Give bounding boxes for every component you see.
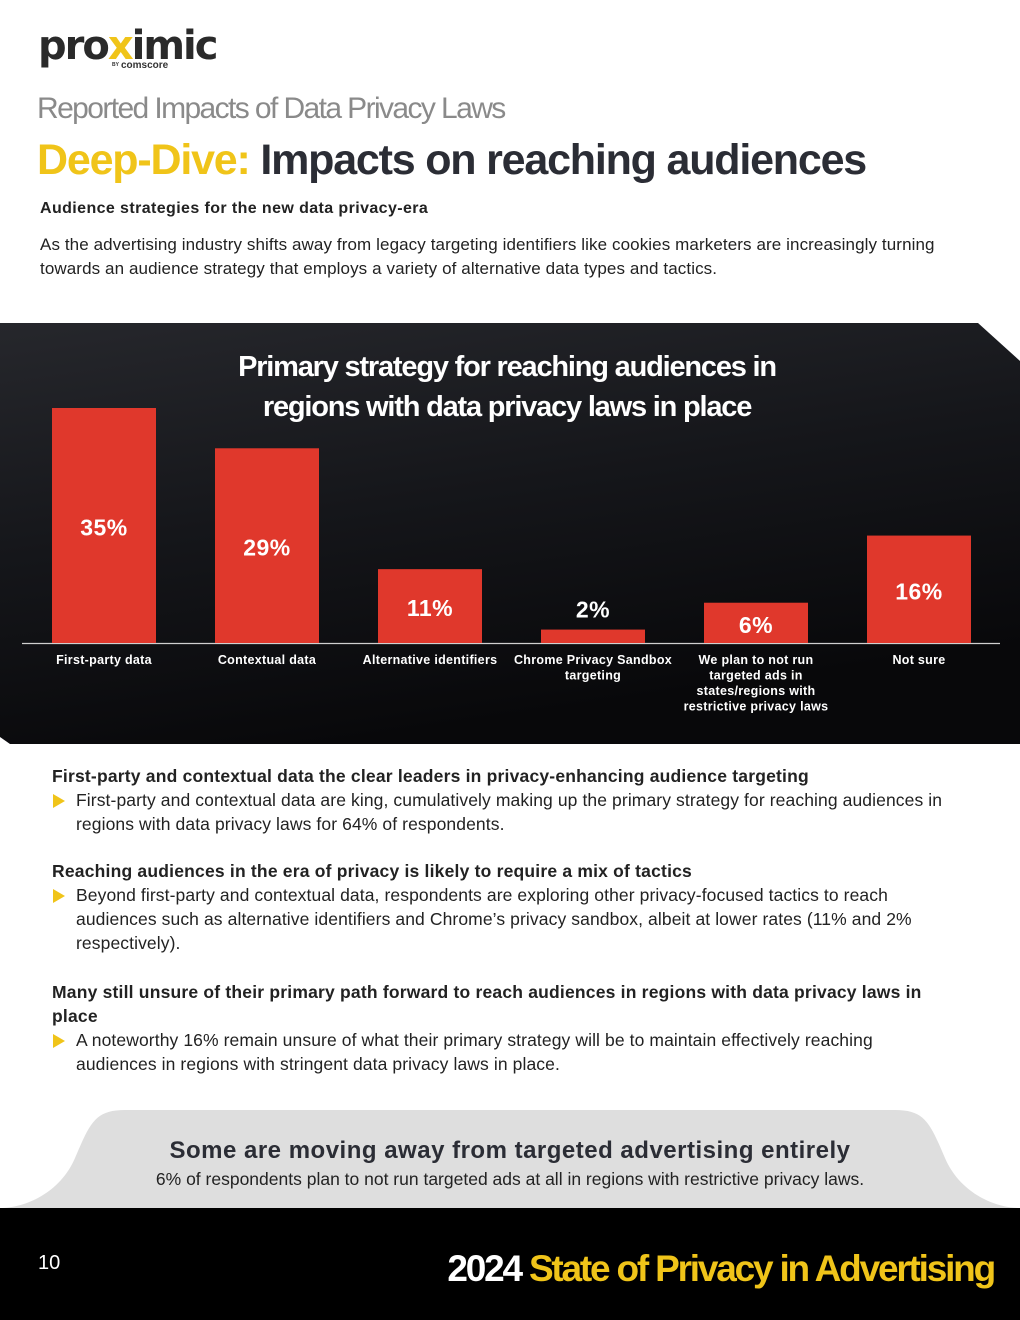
bar-value-label: 6% — [739, 612, 773, 638]
finding-bullet-text: A noteworthy 16% remain unsure of what t… — [76, 1030, 873, 1074]
logo-comscore: BY comscore — [112, 60, 169, 71]
category-label: Alternative identifiers — [363, 653, 498, 667]
footer — [0, 1208, 1020, 1320]
intro-heading: Audience strategies for the new data pri… — [40, 200, 429, 217]
category-label: targeted ads in — [709, 669, 802, 683]
bar-value-label: 2% — [576, 597, 610, 623]
bar-value-label: 11% — [407, 595, 453, 621]
finding-2: Reaching audiences in the era of privacy… — [52, 859, 952, 955]
finding-bullet-text: First-party and contextual data are king… — [76, 790, 943, 834]
bar-value-label: 16% — [895, 578, 943, 604]
chart-title: Primary strategy for reaching audiences … — [0, 347, 1014, 427]
category-label: states/regions with — [697, 684, 816, 698]
logo-wordmark: proximic — [38, 23, 218, 69]
finding-heading: Reaching audiences in the era of privacy… — [52, 861, 692, 881]
finding-3: Many still unsure of their primary path … — [52, 980, 952, 1076]
bullet-triangle-icon — [53, 1034, 65, 1048]
chart-title-line-2: regions with data privacy laws in place — [262, 391, 752, 423]
finding-bullet-text: Beyond first-party and contextual data, … — [76, 885, 912, 953]
callout-text: 6% of respondents plan to not run target… — [155, 1169, 865, 1189]
page-title: Deep-Dive: Impacts on reaching audiences — [37, 136, 867, 185]
bar — [378, 569, 482, 643]
category-label: Not sure — [892, 653, 945, 667]
report-title-name: State of Privacy in Advertising — [520, 1248, 996, 1289]
bar — [867, 535, 971, 643]
bullet-triangle-icon — [53, 794, 65, 808]
title-highlight: Deep-Dive: — [37, 136, 251, 184]
bar-value-label: 35% — [80, 515, 128, 541]
bar-chart: 35% First-party data 29% Contextual data 11%… — [22, 408, 1000, 714]
bar — [541, 629, 645, 643]
page-number: 10 — [38, 1252, 61, 1274]
report-title-year: 2024 — [447, 1248, 523, 1289]
category-label: We plan to not run — [699, 653, 814, 667]
bar-value-label: 29% — [243, 535, 291, 561]
report-title: 2024 State of Privacy in Advertising — [447, 1248, 996, 1290]
category-label: First-party data — [56, 653, 153, 667]
bar — [704, 602, 808, 643]
category-label: Contextual data — [218, 653, 317, 667]
finding-bullet: Beyond first-party and contextual data, … — [52, 883, 952, 955]
callout-heading: Some are moving away from targeted adver… — [169, 1137, 851, 1164]
category-label: targeting — [565, 669, 621, 683]
title-rest: Impacts on reaching audiences — [249, 136, 867, 184]
callout-background — [0, 1110, 1020, 1208]
bullet-triangle-icon — [53, 889, 65, 903]
proximic-logo: proximic BY comscore — [38, 23, 218, 71]
finding-bullet: First-party and contextual data are king… — [52, 788, 952, 836]
bar — [215, 448, 319, 643]
page-kicker: Reported Impacts of Data Privacy Laws — [37, 92, 506, 125]
category-label: restrictive privacy laws — [684, 700, 829, 714]
finding-1: First-party and contextual data the clea… — [52, 764, 952, 836]
intro-paragraph: As the advertising industry shifts away … — [40, 235, 935, 278]
chart-title-line-1: Primary strategy for reaching audiences … — [238, 351, 777, 383]
category-label: Chrome Privacy Sandbox — [514, 653, 672, 667]
finding-heading: First-party and contextual data the clea… — [52, 766, 809, 786]
bar — [52, 408, 156, 643]
finding-heading: Many still unsure of their primary path … — [52, 982, 922, 1026]
finding-bullet: A noteworthy 16% remain unsure of what t… — [52, 1028, 952, 1076]
